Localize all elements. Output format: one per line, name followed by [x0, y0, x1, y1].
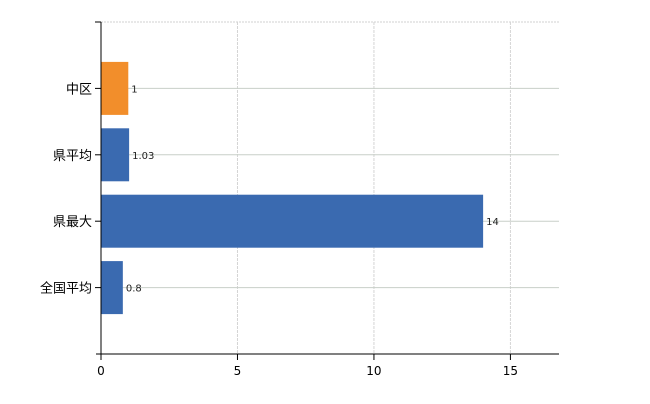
- y-tick-label: 県平均: [53, 149, 92, 164]
- bar: [101, 128, 130, 182]
- y-tick-label: 県最大: [53, 215, 92, 230]
- bar: [101, 61, 129, 115]
- y-tick-label: 全国平均: [40, 281, 92, 297]
- data-label: 0.8: [126, 284, 142, 295]
- data-label: 1: [131, 84, 137, 95]
- x-tick-label: 0: [97, 364, 105, 378]
- x-tick-label: 10: [366, 364, 381, 378]
- data-label: 1.03: [132, 151, 154, 162]
- x-tick-label: 15: [503, 364, 518, 378]
- bar: [101, 261, 123, 315]
- bar: [101, 194, 484, 248]
- x-tick-label: 5: [234, 364, 242, 378]
- y-tick-label: 中区: [66, 82, 92, 97]
- data-label: 14: [486, 217, 499, 228]
